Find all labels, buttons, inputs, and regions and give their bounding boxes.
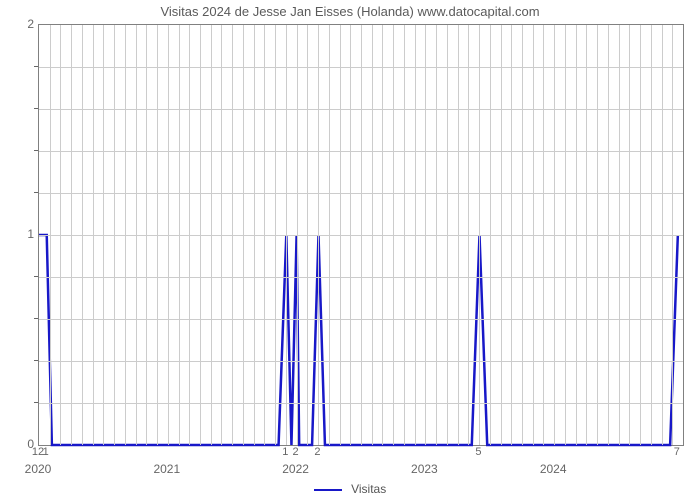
grid-h [39, 319, 683, 320]
legend: Visitas [0, 482, 700, 496]
x-minor-label: 5 [475, 446, 481, 458]
x-minor-label: 7 [674, 446, 680, 458]
plot-area [38, 24, 684, 446]
y-axis-label: 1 [4, 227, 34, 241]
grid-h [39, 193, 683, 194]
x-axis-label: 2020 [25, 462, 52, 476]
chart-title: Visitas 2024 de Jesse Jan Eisses (Holand… [0, 4, 700, 19]
x-axis-label: 2024 [540, 462, 567, 476]
x-minor-label: 1 [43, 446, 49, 458]
grid-h [39, 109, 683, 110]
y-tick [34, 192, 38, 193]
y-axis-label: 0 [4, 437, 34, 451]
grid-h [39, 235, 683, 236]
legend-label: Visitas [351, 482, 386, 496]
chart: Visitas 2024 de Jesse Jan Eisses (Holand… [0, 0, 700, 500]
grid-h [39, 277, 683, 278]
grid-h [39, 67, 683, 68]
x-minor-label: 2 [293, 446, 299, 458]
grid-h [39, 151, 683, 152]
grid-h [39, 403, 683, 404]
x-minor-label: 2 [314, 446, 320, 458]
x-axis-label: 2023 [411, 462, 438, 476]
y-tick [34, 66, 38, 67]
y-tick [34, 318, 38, 319]
y-tick [34, 402, 38, 403]
x-axis-label: 2022 [282, 462, 309, 476]
y-tick [34, 150, 38, 151]
y-tick [34, 360, 38, 361]
y-axis-label: 2 [4, 17, 34, 31]
x-axis-label: 2021 [153, 462, 180, 476]
y-tick [34, 108, 38, 109]
legend-swatch [314, 489, 342, 491]
x-minor-label: 1 [282, 446, 288, 458]
grid-h [39, 361, 683, 362]
y-tick [34, 276, 38, 277]
